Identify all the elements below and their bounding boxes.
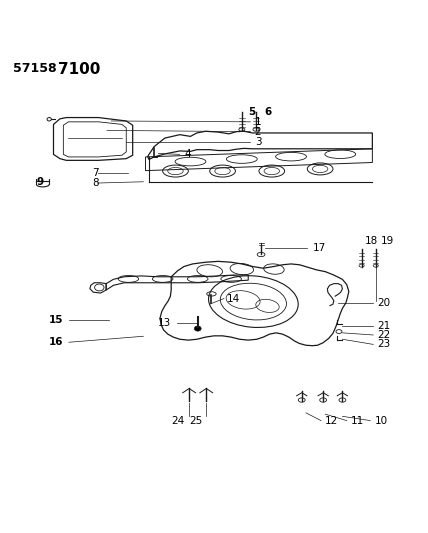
Text: 21: 21 bbox=[377, 320, 391, 330]
Text: 2: 2 bbox=[255, 127, 261, 136]
Text: 1: 1 bbox=[255, 117, 261, 127]
Text: 10: 10 bbox=[374, 416, 388, 425]
Text: 7100: 7100 bbox=[58, 62, 100, 77]
Text: 25: 25 bbox=[189, 416, 202, 426]
Text: 20: 20 bbox=[377, 298, 391, 308]
Text: 17: 17 bbox=[312, 243, 326, 253]
Text: 15: 15 bbox=[49, 316, 63, 326]
Text: 24: 24 bbox=[172, 416, 185, 426]
Text: 3: 3 bbox=[255, 136, 261, 147]
Text: 14: 14 bbox=[227, 294, 240, 304]
Text: 8: 8 bbox=[92, 178, 98, 188]
Text: 18: 18 bbox=[365, 236, 378, 246]
Text: 13: 13 bbox=[158, 318, 171, 328]
Text: 19: 19 bbox=[381, 236, 394, 246]
Text: 9: 9 bbox=[36, 177, 44, 187]
Text: 57158: 57158 bbox=[13, 62, 56, 75]
Text: 6: 6 bbox=[264, 108, 271, 117]
Text: 12: 12 bbox=[325, 416, 339, 425]
Text: 7: 7 bbox=[92, 168, 98, 178]
Text: 22: 22 bbox=[377, 330, 391, 340]
Text: 16: 16 bbox=[49, 337, 63, 348]
Text: 5: 5 bbox=[248, 108, 256, 117]
Text: 23: 23 bbox=[377, 340, 391, 350]
Text: 4: 4 bbox=[184, 149, 190, 159]
Ellipse shape bbox=[194, 326, 201, 331]
Text: 11: 11 bbox=[351, 416, 364, 425]
